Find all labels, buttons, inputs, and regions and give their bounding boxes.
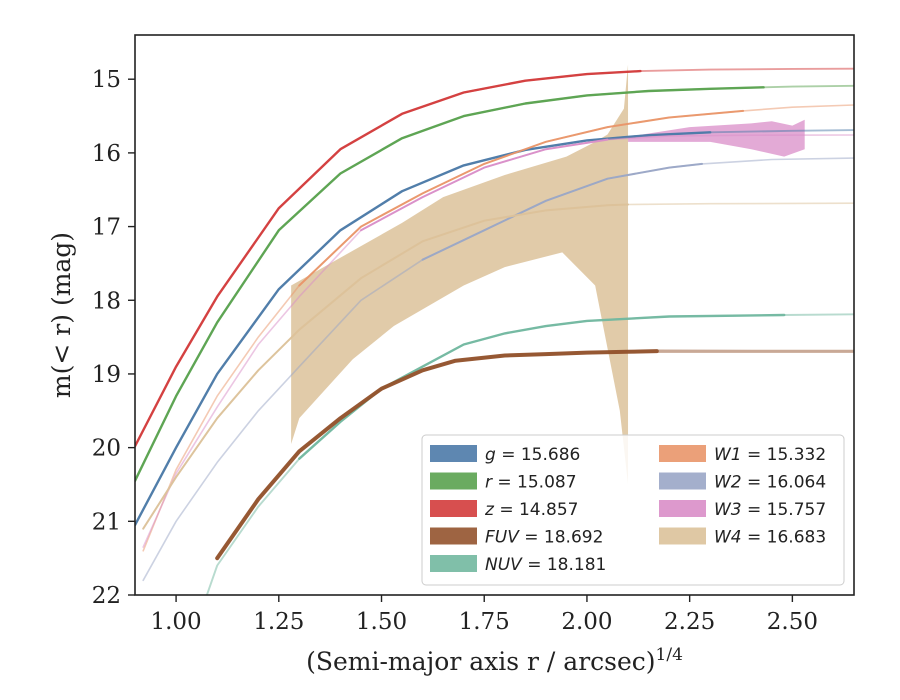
- legend-label-w3: W3 = 15.757: [714, 500, 826, 520]
- x-axis-ticks: 1.00 1.25 1.50 1.75 2.00 2.25 2.50: [150, 595, 818, 635]
- legend-swatch-r: [430, 472, 477, 490]
- y-tick-label: 20: [92, 436, 121, 462]
- legend-swatch-w4: [659, 527, 706, 545]
- legend-swatch-nuv: [430, 555, 477, 572]
- series-lines: [135, 67, 854, 595]
- x-tick-label: 2.50: [767, 609, 818, 635]
- legend-label-w4: W4 = 16.683: [714, 528, 826, 548]
- legend-label-r: r = 15.087: [485, 473, 577, 493]
- series-line-w2: [421, 162, 703, 261]
- legend-swatch-fuv: [430, 527, 477, 545]
- legend-swatch-w3: [659, 500, 706, 517]
- series-line-w4: [142, 203, 629, 530]
- legend-label-nuv: NUV = 18.181: [485, 555, 606, 575]
- legend-swatch-w2: [659, 472, 706, 490]
- y-tick-label: 15: [92, 67, 121, 93]
- x-axis-label: (Semi-major axis r / arcsec)1/4: [306, 645, 683, 676]
- y-tick-label: 21: [92, 509, 121, 535]
- y-axis-ticks: 15 16 17 18 19 20 21 22: [92, 67, 135, 609]
- x-tick-label: 1.25: [253, 609, 304, 635]
- series-line-z: [135, 69, 642, 448]
- y-tick-label: 17: [92, 215, 121, 241]
- x-tick-label: 2.25: [664, 609, 715, 635]
- x-tick-label: 1.75: [459, 609, 510, 635]
- x-tick-label: 1.50: [356, 609, 407, 635]
- legend-label-fuv: FUV = 18.692: [485, 528, 603, 548]
- legend-label-g: g = 15.686: [485, 445, 580, 465]
- y-tick-label: 18: [92, 288, 121, 314]
- y-tick-label: 19: [92, 362, 121, 388]
- x-tick-label: 2.00: [561, 609, 612, 635]
- y-axis-label: m(< r) (mag): [47, 232, 76, 398]
- legend-swatch-g: [430, 445, 477, 462]
- uncertainty-bands: [291, 64, 805, 525]
- series-line-w1: [298, 109, 745, 287]
- series-line-fuv: [215, 349, 659, 561]
- legend-label-w2: W2 = 16.064: [714, 473, 826, 493]
- legend: g = 15.686 r = 15.087 z = 14.857 FUV = 18.6…: [421, 434, 845, 586]
- band-w4: [291, 64, 629, 525]
- y-tick-label: 16: [92, 141, 121, 167]
- plot-frame: [134, 34, 855, 596]
- legend-swatch-z: [430, 500, 477, 517]
- legend-label-w1: W1 = 15.332: [714, 445, 826, 465]
- legend-box: [421, 434, 845, 586]
- band-w3: [628, 119, 805, 157]
- y-tick-label: 22: [92, 583, 121, 609]
- series-line-r: [135, 86, 765, 482]
- legend-label-z: z = 14.857: [484, 500, 578, 520]
- legend-swatch-w1: [659, 445, 706, 462]
- x-tick-label: 1.00: [150, 609, 201, 635]
- series-line-w3: [360, 138, 609, 232]
